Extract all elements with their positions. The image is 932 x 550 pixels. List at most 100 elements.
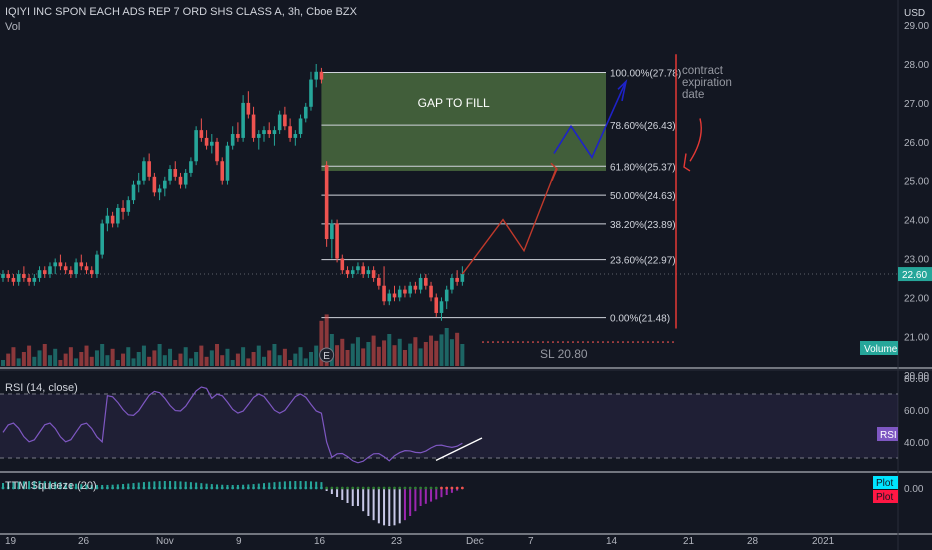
volume-legend[interactable]: Vol bbox=[5, 21, 21, 33]
volume-bar bbox=[455, 332, 460, 366]
volume-bar bbox=[162, 355, 167, 366]
ttm-histogram-bar bbox=[148, 481, 151, 488]
price-tick: 24.00 bbox=[904, 216, 929, 227]
volume-bar bbox=[215, 344, 220, 366]
candle-body bbox=[157, 188, 162, 193]
candle-body bbox=[392, 293, 397, 298]
candle-body bbox=[204, 137, 209, 146]
candle-body bbox=[32, 277, 37, 282]
ttm-squeeze-dot bbox=[142, 486, 146, 490]
ttm-histogram-bar bbox=[169, 481, 172, 488]
volume-bar bbox=[335, 345, 340, 366]
ttm-squeeze-dot bbox=[189, 486, 193, 490]
ttm-squeeze-dot bbox=[440, 486, 443, 490]
volume-bar bbox=[241, 347, 246, 366]
rsi-tag: RSI bbox=[880, 430, 897, 441]
ttm-histogram-bar bbox=[111, 484, 114, 488]
ttm-squeeze-dot bbox=[38, 486, 41, 490]
volume-bar bbox=[262, 356, 266, 366]
ttm-histogram-bar bbox=[7, 482, 10, 488]
rsi-legend[interactable]: RSI (14, close) bbox=[5, 382, 78, 394]
candle-body bbox=[444, 289, 449, 302]
ttm-squeeze-dot bbox=[367, 486, 370, 490]
ttm-squeeze-dot bbox=[116, 486, 120, 490]
ttm-squeeze-dot bbox=[413, 486, 417, 490]
projection-red-arrowhead bbox=[550, 162, 558, 181]
projection-blue-arrowhead bbox=[617, 79, 628, 102]
volume-bar bbox=[110, 348, 115, 366]
volume-bar bbox=[460, 344, 465, 366]
candle-body bbox=[340, 258, 345, 271]
volume-bar bbox=[402, 350, 407, 366]
ttm-histogram-bar bbox=[64, 482, 67, 488]
candle-body bbox=[110, 215, 115, 224]
fib-label: 100.00%(27.78) bbox=[610, 69, 681, 80]
ttm-histogram-bar bbox=[231, 484, 234, 488]
ttm-histogram-bar bbox=[179, 481, 182, 488]
volume-bar bbox=[183, 347, 188, 366]
ttm-histogram-bar bbox=[440, 488, 443, 498]
ttm-histogram-bar bbox=[336, 488, 339, 497]
ttm-histogram-bar bbox=[278, 481, 281, 488]
fib-label: 50.00%(24.63) bbox=[610, 191, 676, 202]
volume-bar bbox=[209, 350, 214, 366]
ttm-squeeze-dot bbox=[283, 486, 287, 490]
ttm-squeeze-dot bbox=[199, 486, 203, 490]
ttm-squeeze-dot bbox=[330, 486, 334, 490]
price-tick: 27.00 bbox=[904, 99, 929, 110]
volume-bar bbox=[277, 355, 282, 366]
ttm-histogram-bar bbox=[383, 488, 386, 526]
last-price-tag: 22.60 bbox=[902, 270, 927, 281]
ttm-histogram-bar bbox=[320, 482, 323, 488]
ttm-histogram-bar bbox=[393, 488, 396, 526]
ttm-squeeze-dot bbox=[408, 486, 412, 490]
ttm-squeeze-dot bbox=[304, 486, 308, 490]
candle-body bbox=[121, 207, 125, 212]
expiration-arrowhead bbox=[683, 153, 691, 172]
ttm-squeeze-dot bbox=[393, 486, 396, 490]
candle-body bbox=[116, 207, 120, 224]
candle-body bbox=[350, 270, 355, 275]
volume-bar bbox=[157, 344, 162, 366]
volume-bar bbox=[141, 345, 146, 366]
volume-bar bbox=[418, 348, 423, 366]
volume-bar bbox=[84, 345, 89, 366]
volume-bar bbox=[350, 343, 355, 366]
ttm-legend[interactable]: TTM Squeeze (20) bbox=[5, 480, 97, 492]
ttm-histogram-bar bbox=[268, 482, 271, 488]
ttm-histogram-bar bbox=[184, 481, 187, 488]
fib-label: 61.80%(25.37) bbox=[610, 162, 676, 173]
candle-body bbox=[173, 169, 178, 177]
ttm-squeeze-dot bbox=[403, 486, 407, 490]
candle-body bbox=[6, 274, 11, 278]
candles bbox=[1, 64, 465, 321]
volume-bar bbox=[319, 320, 324, 366]
ttm-histogram-bar bbox=[341, 488, 344, 500]
ttm-histogram-bar bbox=[95, 484, 98, 488]
ttm-squeeze-dot bbox=[293, 486, 297, 490]
candle-body bbox=[53, 262, 57, 267]
volume-bar bbox=[89, 356, 94, 366]
ttm-squeeze-dot bbox=[220, 486, 224, 490]
candle-body bbox=[434, 297, 439, 313]
volume-bar bbox=[392, 345, 397, 366]
rsi-trendline bbox=[435, 437, 483, 462]
volume-bar bbox=[126, 347, 131, 366]
candle-body bbox=[136, 180, 141, 185]
rsi-tick: 80.00 bbox=[904, 374, 929, 385]
ttm-histogram-bar bbox=[450, 488, 453, 493]
ttm-histogram-bar bbox=[17, 481, 20, 488]
expiration-label: expiration bbox=[682, 77, 732, 89]
ttm-histogram-bar bbox=[85, 484, 88, 488]
ttm-plot-tag-bg bbox=[873, 476, 898, 489]
ttm-histogram-bar bbox=[43, 481, 46, 488]
candle-body bbox=[314, 71, 318, 80]
ttm-squeeze-dot bbox=[147, 486, 151, 490]
volume-bar bbox=[1, 360, 5, 366]
ttm-histogram-bar bbox=[48, 481, 51, 488]
ttm-squeeze-dot bbox=[64, 486, 68, 490]
volume-bar bbox=[449, 339, 454, 366]
ttm-histogram-bar bbox=[216, 484, 219, 488]
symbol-title[interactable]: IQIYI INC SPON EACH ADS REP 7 ORD SHS CL… bbox=[5, 6, 357, 18]
